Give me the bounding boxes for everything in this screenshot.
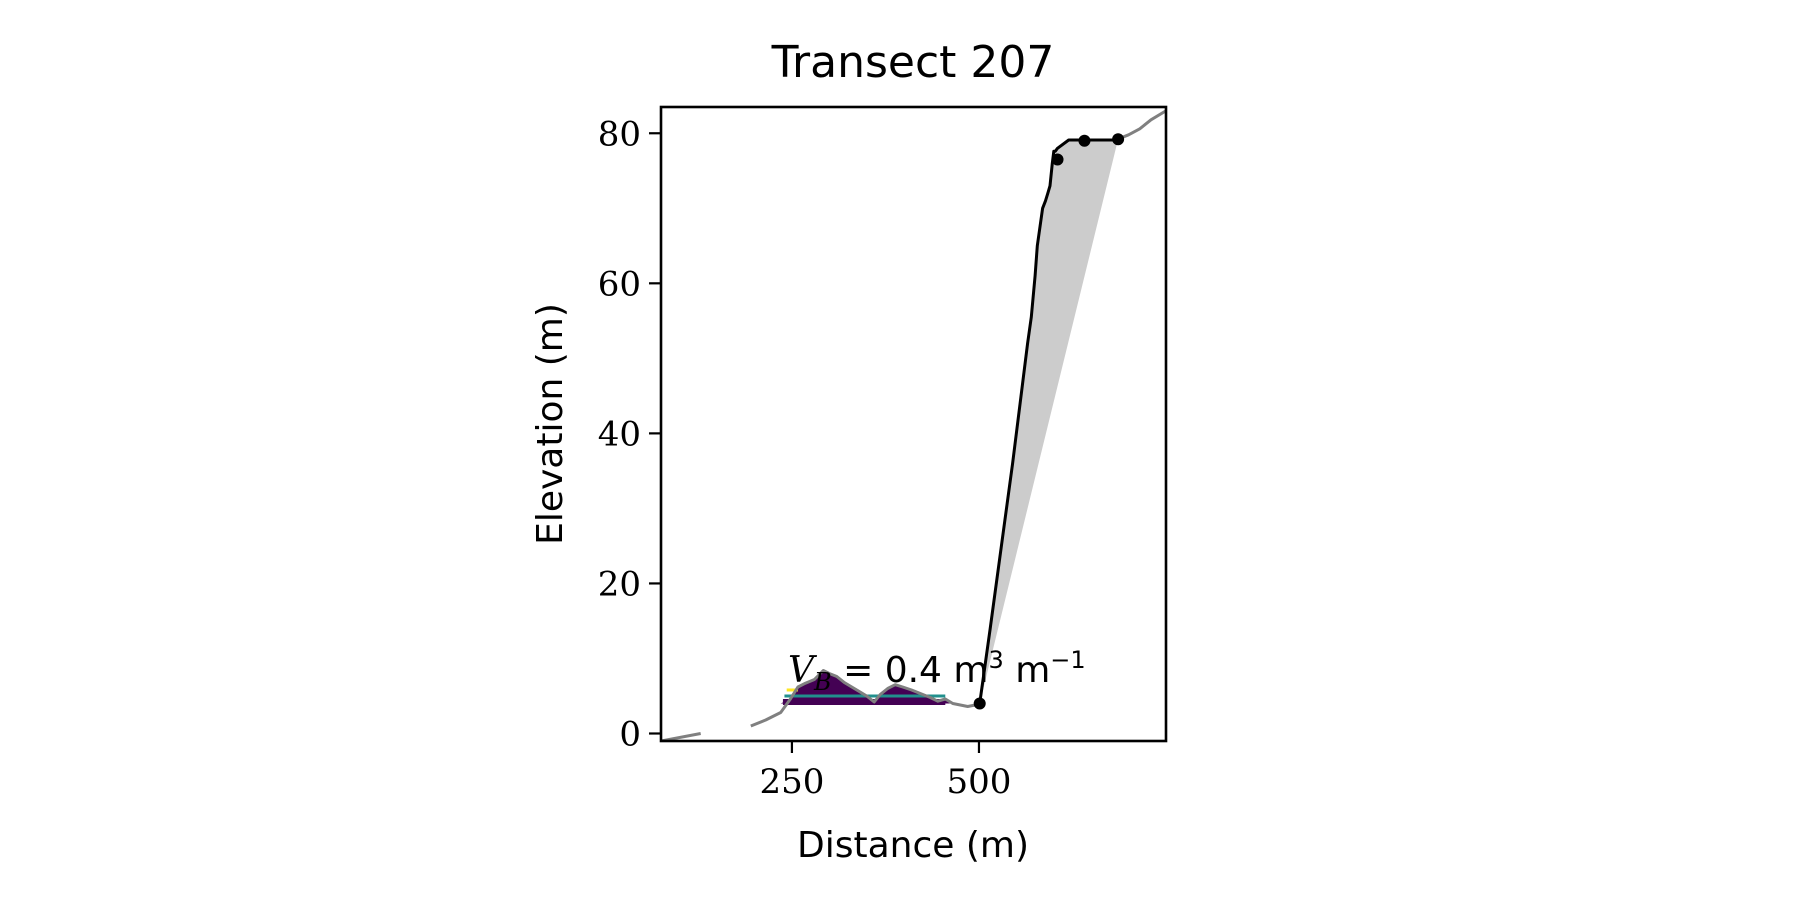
y-tick-label: 0 [619, 714, 641, 754]
cliff-marker-2 [1051, 153, 1064, 166]
y-tick-label: 20 [598, 564, 641, 604]
y-tick-label: 40 [598, 414, 641, 454]
y-tick-label: 80 [598, 114, 641, 154]
annotation-exponent-minus-1: −1 [1050, 646, 1085, 674]
annotation-symbol: V [788, 650, 818, 691]
cliff-volume-fill [979, 139, 1119, 704]
axis-ticks: 250 500 0 20 40 60 80 [598, 114, 1012, 802]
axes-frame [659, 105, 1168, 743]
annotation-value: = 0.4 m [832, 650, 989, 691]
cliff-marker-4 [1112, 133, 1125, 146]
x-tick-label: 250 [759, 762, 824, 802]
x-tick-label: 500 [947, 762, 1012, 802]
annotation-exponent-3: 3 [988, 646, 1003, 674]
y-axis-label: Elevation (m) [530, 303, 571, 545]
chart-title: Transect 207 [771, 37, 1055, 88]
annotation-subscript: B [813, 668, 832, 696]
cliff-marker-3 [1078, 134, 1091, 147]
annotation-unit-m: m [1004, 650, 1051, 691]
y-tick-label: 60 [598, 264, 641, 304]
cliff-marker-1 [973, 697, 986, 710]
x-axis-label: Distance (m) [797, 825, 1029, 866]
plot-area [661, 109, 1166, 741]
profile-line-segment-3 [1116, 109, 1166, 141]
volume-annotation: VB = 0.4 m3 m−1 [788, 646, 1086, 696]
profile-line-segment-2 [750, 669, 981, 728]
